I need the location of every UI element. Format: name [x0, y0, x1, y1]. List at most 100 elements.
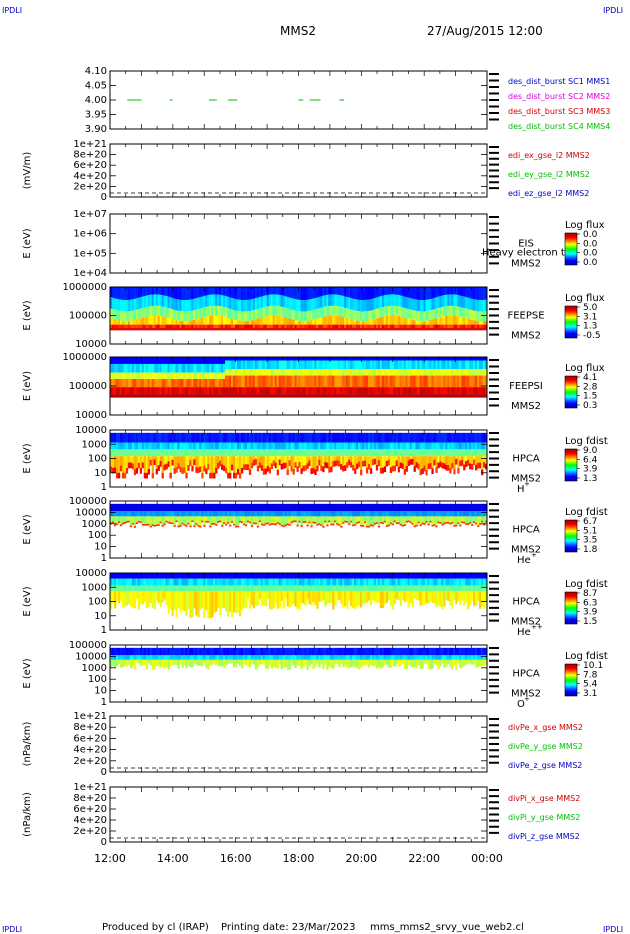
heatmap-cell [139, 521, 143, 523]
heatmap-cell [455, 578, 458, 586]
heatmap-cell [260, 449, 264, 457]
heatmap-cell [195, 298, 198, 310]
heatmap-cell [203, 324, 206, 329]
heatmap-cell [308, 585, 311, 592]
heatmap-cell [236, 375, 240, 388]
heatmap-cell [330, 503, 333, 512]
heatmap-cell [294, 360, 297, 370]
heatmap-cell [381, 316, 385, 325]
heatmap-cell [467, 516, 470, 524]
heatmap-cell [419, 300, 422, 312]
heatmap-cell [254, 387, 258, 395]
heatmap-cell [407, 460, 410, 467]
heatmap-cell [274, 456, 277, 463]
heatmap-cell [308, 324, 311, 329]
heatmap-cell [111, 467, 115, 474]
heatmap-cell [250, 573, 254, 579]
heatmap-cell [242, 503, 246, 512]
heatmap-cell [451, 369, 454, 376]
heatmap-cell [199, 372, 202, 380]
heatmap-cell [322, 432, 325, 443]
heatmap-cell [191, 442, 194, 450]
heatmap-cell [278, 442, 281, 450]
heatmap-cell [316, 297, 319, 309]
heatmap-cell [371, 459, 375, 466]
heatmap-cell [421, 287, 424, 301]
heatmap-cell [429, 394, 432, 398]
heatmap-cell [361, 525, 365, 527]
heatmap-cell [421, 522, 424, 525]
heatmap-cell [415, 462, 418, 468]
heatmap-cell [115, 310, 119, 321]
heatmap-cell [350, 319, 353, 325]
heatmap-cell [304, 456, 307, 466]
heatmap-cell [183, 387, 186, 395]
heatmap-cell [110, 456, 113, 467]
heatmap-cell [223, 379, 226, 388]
heatmap-cell [322, 387, 325, 395]
heatmap-cell [191, 511, 194, 517]
heatmap-cell [435, 591, 438, 608]
heatmap-cell [381, 442, 385, 450]
heatmap-cell [244, 578, 248, 586]
heatmap-cell [304, 511, 307, 517]
instrument-label: HPCA [512, 525, 540, 536]
heatmap-cell [330, 375, 333, 388]
heatmap-cell [391, 523, 395, 526]
heatmap-cell [240, 324, 244, 329]
heatmap-cell [365, 360, 369, 370]
heatmap-cell [375, 516, 379, 523]
heatmap-cell [330, 387, 333, 395]
heatmap-cell [211, 516, 214, 524]
heatmap-cell [195, 516, 198, 524]
heatmap-cell [475, 357, 478, 361]
heatmap-cell [447, 449, 450, 457]
heatmap-cell [475, 328, 478, 331]
heatmap-cell [338, 328, 341, 331]
heatmap-cell [292, 442, 295, 450]
heatmap-cell [360, 324, 363, 329]
heatmap-cell [167, 456, 170, 462]
heatmap-cell [397, 324, 400, 329]
heatmap-cell [443, 511, 446, 517]
heatmap-cell [356, 463, 359, 470]
heatmap-cell [336, 432, 339, 443]
heatmap-cell [244, 287, 248, 301]
heatmap-cell [377, 460, 381, 466]
heatmap-cell [427, 360, 430, 370]
heatmap-cell [185, 379, 188, 388]
heatmap-cell [240, 311, 244, 322]
heatmap-cell [401, 503, 404, 512]
heatmap-cell [205, 585, 208, 592]
heatmap-cell [463, 511, 466, 517]
heatmap-cell [181, 573, 184, 579]
heatmap-cell [441, 394, 444, 398]
heatmap-cell [110, 357, 113, 364]
heatmap-cell [177, 503, 180, 512]
heatmap-cell [177, 573, 180, 579]
heatmap-cell [161, 503, 164, 512]
edge-marker [489, 118, 499, 121]
heatmap-cell [244, 324, 248, 329]
heatmap-cell [308, 511, 311, 517]
heatmap-cell [258, 591, 262, 600]
heatmap-cell [481, 375, 484, 388]
heatmap-cell [467, 523, 470, 525]
heatmap-cell [278, 585, 281, 592]
heatmap-cell [324, 295, 327, 307]
heatmap-cell [191, 363, 194, 373]
heatmap-cell [173, 357, 176, 364]
heatmap-cell [300, 311, 303, 322]
heatmap-cell [338, 516, 341, 524]
heatmap-cell [260, 585, 264, 592]
heatmap-cell [119, 299, 123, 312]
heatmap-cell [248, 578, 252, 586]
heatmap-cell [397, 306, 400, 317]
heatmap-cell [123, 503, 127, 512]
heatmap-cell [268, 324, 272, 329]
heatmap-cell [332, 394, 335, 398]
heatmap-cell [483, 591, 486, 609]
heatmap-cell [177, 387, 180, 395]
heatmap-cell [377, 442, 381, 450]
heatmap-cell [219, 328, 222, 331]
